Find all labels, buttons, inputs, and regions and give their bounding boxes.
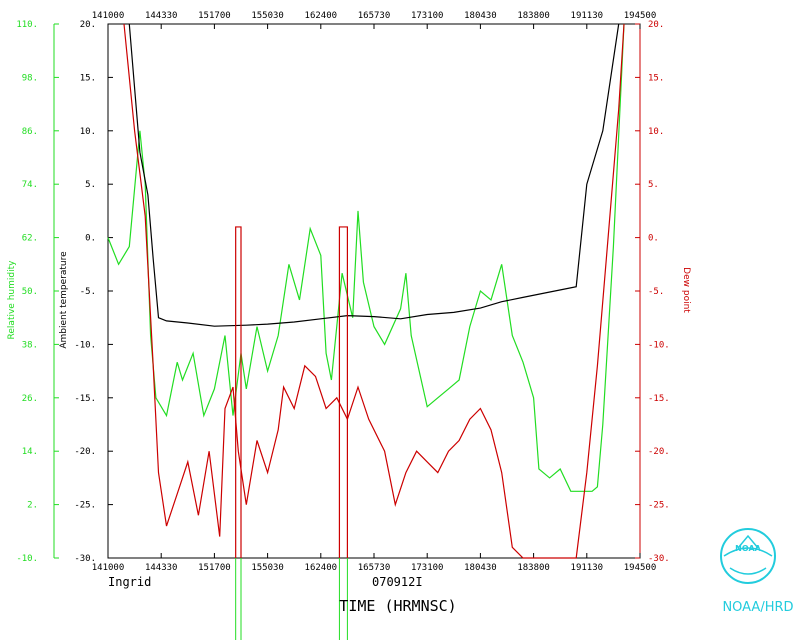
- temp-axis-tick-label: -25.: [74, 501, 96, 511]
- temp-axis-tick-label: 0.: [85, 234, 96, 244]
- noaa-logo: NOAA: [720, 528, 776, 584]
- rh-axis-tick-label: 98.: [22, 73, 38, 83]
- data-gap-marker: [338, 226, 348, 558]
- dewpoint-axis-tick-label: 20.: [648, 20, 664, 30]
- dewpoint-axis-tick-label: -30.: [648, 554, 670, 564]
- rh-axis-tick-label: 74.: [22, 180, 38, 190]
- dewpoint-axis-tick-label: -15.: [648, 394, 670, 404]
- temp-axis-tick-label: 20.: [80, 20, 96, 30]
- temp-axis-tick-label: -20.: [74, 447, 96, 457]
- dewpoint-axis-title: Dew point: [681, 267, 691, 313]
- rh-axis-tick-label: 110.: [16, 20, 38, 30]
- temp-axis-tick-label: -10.: [74, 340, 96, 350]
- plot-frame: [107, 23, 641, 559]
- x-tick-label-bottom: 162400: [305, 563, 338, 573]
- x-tick-label-bottom: 155030: [251, 563, 284, 573]
- x-tick-label-top: 144330: [145, 11, 178, 21]
- temp-axis-tick-label: 15.: [80, 73, 96, 83]
- x-tick-label-bottom: 173100: [411, 563, 444, 573]
- storm-name: Ingrid: [108, 575, 151, 589]
- logo-caption: NOAA/HRD: [722, 600, 793, 615]
- tick-layer: 141000 141000 144330 144330 151700 151700 1550…: [16, 11, 669, 573]
- dewpoint-axis-tick-label: -5.: [648, 287, 664, 297]
- dewpoint-axis-tick-label: 0.: [648, 234, 659, 244]
- rh-axis-tick-label: 26.: [22, 394, 38, 404]
- x-tick-label-bottom: 191130: [571, 563, 604, 573]
- x-tick-label-bottom: 165730: [358, 563, 391, 573]
- temp-axis-tick-label: -5.: [80, 287, 96, 297]
- series-ambient-temperature: [128, 23, 620, 327]
- x-tick-label-bottom: 183800: [517, 563, 550, 573]
- dewpoint-axis-tick-label: 15.: [648, 73, 664, 83]
- x-tick-label-top: 165730: [358, 11, 391, 21]
- x-tick-label-bottom: 141000: [92, 563, 125, 573]
- temp-axis-tick-label: 10.: [80, 127, 96, 137]
- rh-axis-tick-label: 2.: [27, 501, 38, 511]
- x-tick-label-top: 141000: [92, 11, 125, 21]
- x-tick-label-top: 180430: [464, 11, 497, 21]
- x-tick-label-top: 151700: [198, 11, 231, 21]
- series-layer: [107, 23, 625, 640]
- temp-axis-tick-label: 5.: [85, 180, 96, 190]
- series-dew-point: [123, 23, 625, 559]
- series-relative-humidity: [107, 23, 625, 492]
- x-tick-label-bottom: 151700: [198, 563, 231, 573]
- x-tick-label-top: 194500: [624, 11, 657, 21]
- rh-axis-tick-label: 50.: [22, 287, 38, 297]
- dewpoint-axis-tick-label: -25.: [648, 501, 670, 511]
- rh-axis-title: Relative humidity: [7, 260, 17, 340]
- x-tick-label-top: 155030: [251, 11, 284, 21]
- temp-axis-title: Ambient temperature: [59, 251, 69, 349]
- rh-axis-tick-label: 38.: [22, 340, 38, 350]
- rh-axis-tick-label: 86.: [22, 127, 38, 137]
- x-tick-label-bottom: 194500: [624, 563, 657, 573]
- x-tick-label-top: 162400: [305, 11, 338, 21]
- dewpoint-axis-tick-label: -20.: [648, 447, 670, 457]
- dewpoint-axis-tick-label: 5.: [648, 180, 659, 190]
- x-tick-label-bottom: 144330: [145, 563, 178, 573]
- temp-axis-tick-label: -15.: [74, 394, 96, 404]
- x-tick-label-top: 183800: [517, 11, 550, 21]
- rh-axis-tick-label: 14.: [22, 447, 38, 457]
- flight-id: 070912I: [372, 575, 423, 589]
- dewpoint-axis-tick-label: -10.: [648, 340, 670, 350]
- x-tick-label-bottom: 180430: [464, 563, 497, 573]
- rh-axis-tick-label: -10.: [16, 554, 38, 564]
- dewpoint-axis-tick-label: 10.: [648, 127, 664, 137]
- temp-axis-tick-label: -30.: [74, 554, 96, 564]
- rh-axis-tick-label: 62.: [22, 234, 38, 244]
- x-tick-label-top: 173100: [411, 11, 444, 21]
- logo-inner-text: NOAA: [735, 544, 761, 553]
- x-axis-title: TIME (HRMNSC): [339, 597, 456, 615]
- x-tick-label-top: 191130: [571, 11, 604, 21]
- data-gap-marker: [235, 226, 242, 558]
